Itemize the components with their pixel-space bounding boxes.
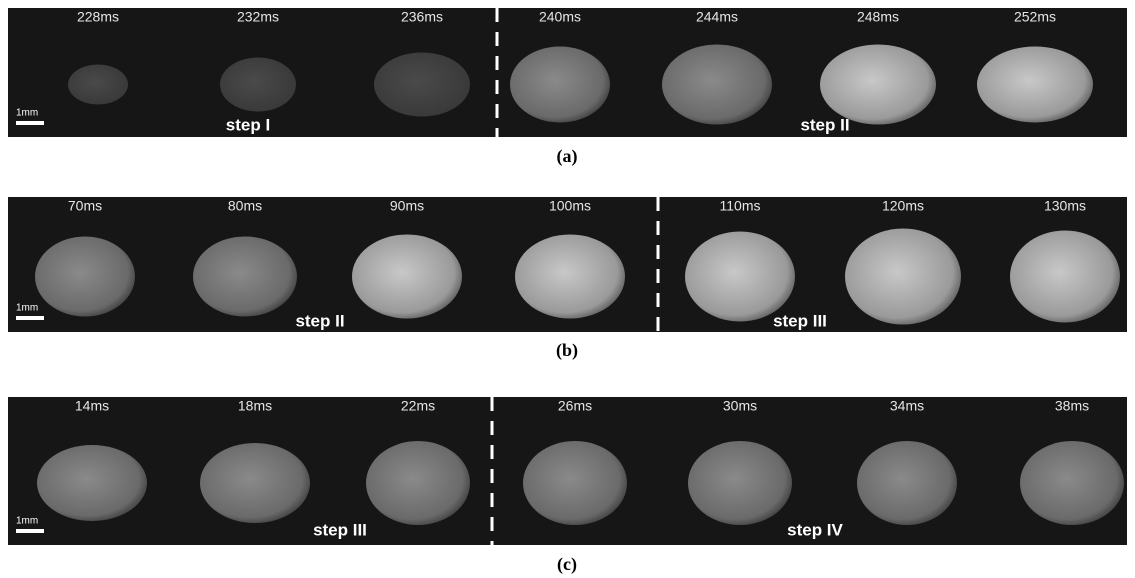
step-label: step III <box>773 311 827 330</box>
droplet <box>688 441 792 525</box>
droplet <box>510 46 610 123</box>
droplet <box>515 234 625 319</box>
droplet <box>1010 230 1120 323</box>
droplet <box>35 236 135 317</box>
frame-time: 70ms <box>68 198 102 214</box>
droplet <box>1020 441 1124 525</box>
scale-label: 1mm <box>16 516 38 527</box>
droplet <box>857 441 957 525</box>
frame-time: 228ms <box>77 9 119 25</box>
frame-time: 232ms <box>237 9 279 25</box>
frame-time: 14ms <box>75 398 109 414</box>
step-label: step II <box>800 115 849 134</box>
droplet <box>523 441 627 525</box>
frame-time: 100ms <box>549 198 591 214</box>
scale-label: 1mm <box>16 303 38 314</box>
panel-caption: (a) <box>557 146 578 167</box>
frame-time: 26ms <box>558 398 592 414</box>
frame-time: 80ms <box>228 198 262 214</box>
droplet <box>200 443 310 523</box>
frame-time: 120ms <box>882 198 924 214</box>
droplet <box>37 445 147 521</box>
frame-time: 22ms <box>401 398 435 414</box>
scale-bar <box>16 121 44 125</box>
frame-time: 130ms <box>1044 198 1086 214</box>
scale-bar <box>16 316 44 320</box>
step-label: step IV <box>787 520 843 539</box>
droplet <box>366 441 470 525</box>
droplet <box>220 57 296 112</box>
panel-caption: (c) <box>557 554 577 575</box>
frame-time: 240ms <box>539 9 581 25</box>
droplet <box>820 44 936 125</box>
scale-label: 1mm <box>16 108 38 119</box>
frame-time: 38ms <box>1055 398 1089 414</box>
frame-time: 252ms <box>1014 9 1056 25</box>
frame-time: 90ms <box>390 198 424 214</box>
droplet <box>977 46 1093 123</box>
scale-bar <box>16 529 44 533</box>
droplet <box>193 236 297 317</box>
frame-time: 18ms <box>238 398 272 414</box>
droplet <box>685 231 795 322</box>
step-label: step II <box>295 311 344 330</box>
droplet <box>662 44 772 125</box>
droplet <box>374 52 470 117</box>
step-label: step I <box>226 115 270 134</box>
droplet <box>68 64 128 105</box>
panel-caption: (b) <box>556 340 578 361</box>
frame-time: 30ms <box>723 398 757 414</box>
step-label: step III <box>313 520 367 539</box>
droplet <box>845 228 961 325</box>
droplet <box>352 234 462 319</box>
frame-time: 248ms <box>857 9 899 25</box>
frame-time: 236ms <box>401 9 443 25</box>
frame-time: 34ms <box>890 398 924 414</box>
frame-time: 244ms <box>696 9 738 25</box>
frame-time: 110ms <box>720 198 761 214</box>
